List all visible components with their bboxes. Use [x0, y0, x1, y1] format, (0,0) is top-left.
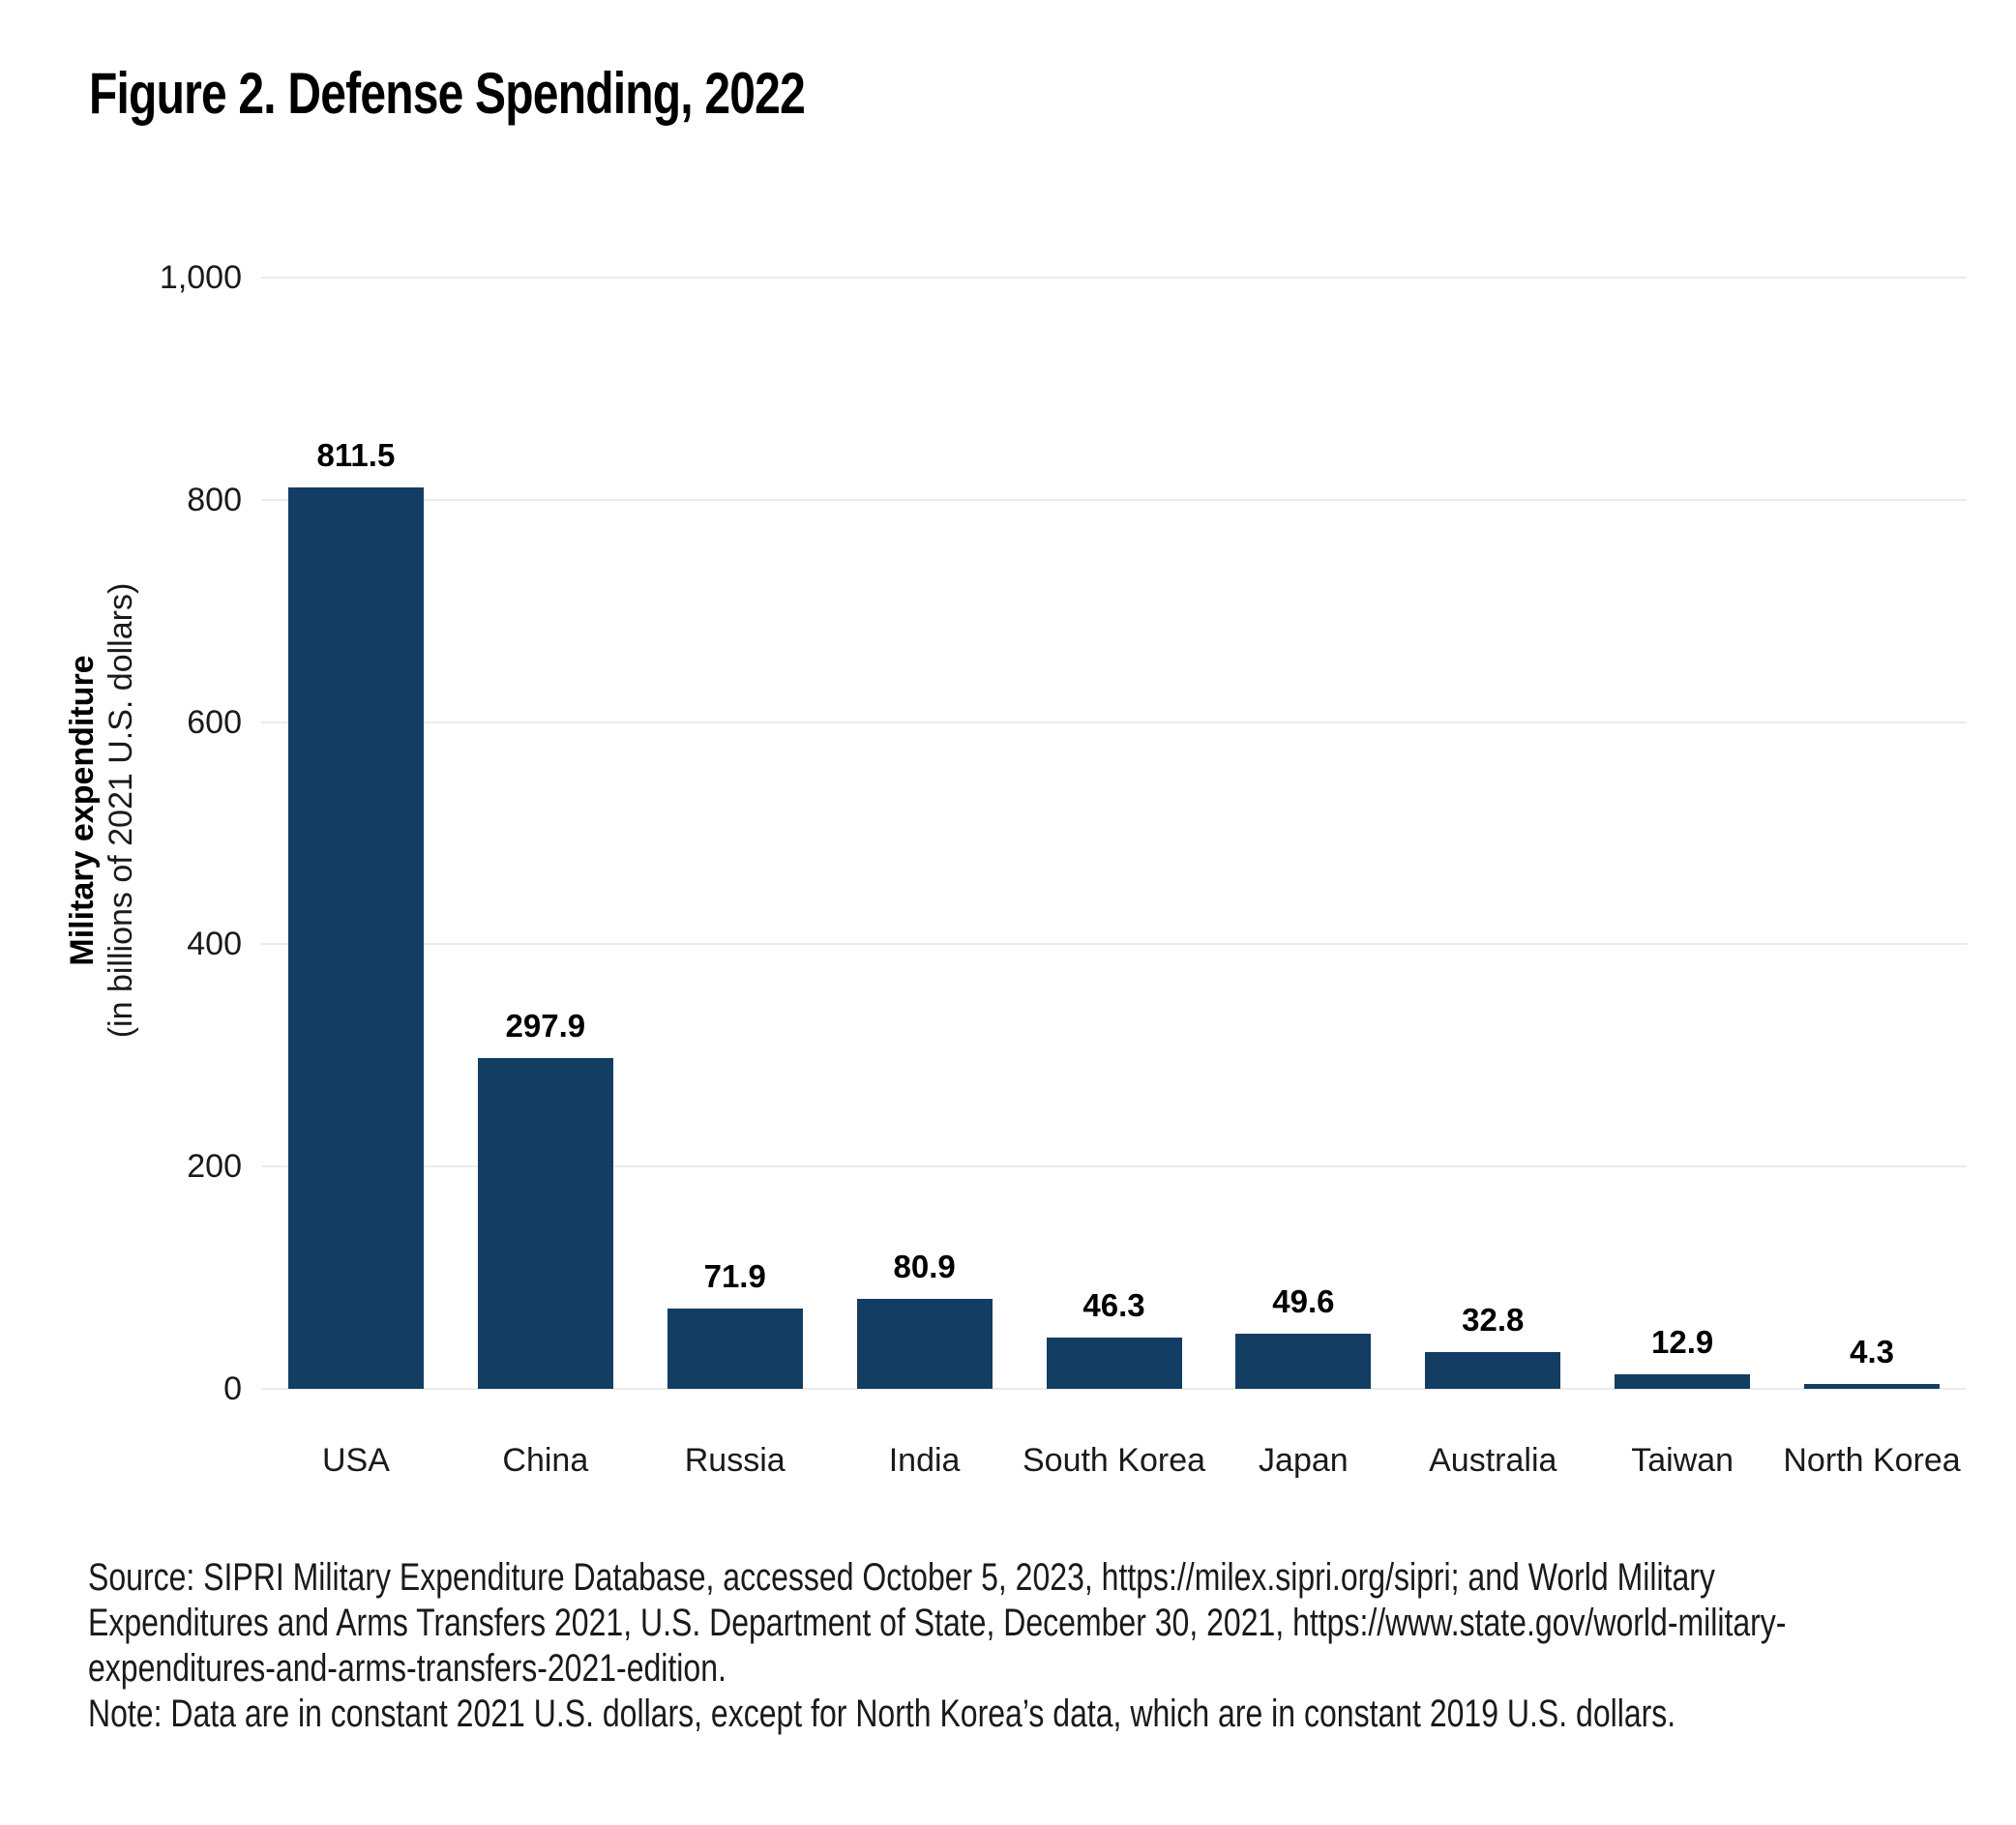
bar-value-label: 46.3	[1082, 1286, 1145, 1323]
y-tick-label: 800	[187, 481, 242, 518]
source-note-line: Expenditures and Arms Transfers 2021, U.…	[88, 1602, 1787, 1644]
bar-south-korea	[1046, 1337, 1182, 1389]
x-category-label: Taiwan	[1631, 1442, 1734, 1479]
y-tick-label: 0	[223, 1370, 242, 1407]
gridline-800	[261, 498, 1967, 501]
bar-taiwan	[1615, 1374, 1751, 1389]
bar-value-label: 80.9	[893, 1249, 956, 1285]
x-category-label: India	[888, 1442, 961, 1479]
bar-china	[477, 1057, 613, 1389]
bar-russia	[667, 1309, 803, 1389]
bar-usa	[287, 486, 424, 1389]
x-category-label: North Korea	[1783, 1442, 1961, 1479]
x-category-label: USA	[321, 1442, 390, 1479]
source-note-line: expenditures-and-arms-transfers-2021-edi…	[88, 1647, 726, 1690]
y-tick-label: 400	[187, 926, 242, 963]
bar-north-korea	[1804, 1384, 1941, 1389]
x-category-label: Japan	[1259, 1442, 1349, 1479]
bar-value-label: 32.8	[1462, 1302, 1525, 1339]
bar-australia	[1425, 1352, 1561, 1389]
bar-japan	[1235, 1334, 1372, 1389]
bar-value-label: 49.6	[1272, 1283, 1335, 1319]
y-tick-label: 600	[187, 703, 242, 741]
x-category-label: South Korea	[1022, 1442, 1206, 1479]
bar-value-label: 297.9	[505, 1007, 586, 1044]
bar-value-label: 71.9	[703, 1258, 766, 1295]
source-note-line: Note: Data are in constant 2021 U.S. dol…	[88, 1693, 1676, 1735]
x-category-label: China	[502, 1442, 589, 1479]
bar-value-label: 4.3	[1850, 1334, 1894, 1370]
gridline-200	[261, 1165, 1967, 1168]
bar-india	[856, 1299, 993, 1389]
y-tick-label: 1,000	[159, 259, 242, 296]
figure-title: Figure 2. Defense Spending, 2022	[89, 61, 806, 126]
x-category-label: Australia	[1429, 1442, 1557, 1479]
gridline-400	[261, 943, 1967, 946]
source-note: Source: SIPRI Military Expenditure Datab…	[88, 1555, 2016, 1737]
gridline-0	[261, 1388, 1967, 1390]
y-tick-label: 200	[187, 1148, 242, 1186]
bar-value-label: 12.9	[1651, 1324, 1714, 1361]
source-note-line: Source: SIPRI Military Expenditure Datab…	[88, 1556, 1715, 1599]
x-category-label: Russia	[684, 1442, 786, 1479]
gridline-600	[261, 721, 1967, 723]
bar-value-label: 811.5	[316, 436, 396, 473]
gridline-1,000	[261, 277, 1967, 279]
